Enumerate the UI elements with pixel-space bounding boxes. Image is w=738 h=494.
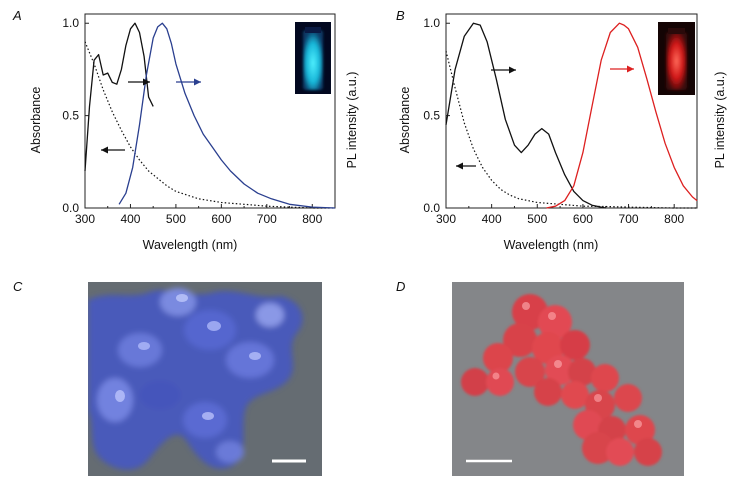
panel-b: B 300 400 500 600 700 800 0.0 0.5 1.0 Wavelengt… <box>396 8 727 252</box>
x-tick-label: 800 <box>664 212 684 226</box>
panel-d-letter: D <box>396 279 405 294</box>
chart-a-xlabel: Wavelength (nm) <box>143 238 238 252</box>
axis-arrowhead <box>143 78 150 86</box>
x-tick-label: 700 <box>619 212 639 226</box>
series-line-absorbance <box>445 22 606 209</box>
axis-arrowhead <box>509 66 516 74</box>
chart-b-ylabel-right: PL intensity (a.u.) <box>713 72 727 169</box>
chart-b-ylabel-left: Absorbance <box>398 87 412 154</box>
axis-arrowhead <box>456 162 463 170</box>
x-tick-label: 800 <box>302 212 322 226</box>
chart-b: 300 400 500 600 700 800 0.0 0.5 1.0 Wavelength … <box>398 13 727 252</box>
panel-c-letter: C <box>13 279 23 294</box>
panel-d: D <box>396 279 684 476</box>
chart-a-x-ticks: 300 400 500 600 700 800 <box>75 204 323 226</box>
plot-frame <box>84 13 336 209</box>
chart-a-y-ticks: 0.0 0.5 1.0 <box>62 16 89 215</box>
y-tick-label: 1.0 <box>62 16 79 30</box>
panel-a-letter: A <box>12 8 22 23</box>
chart-b-y-ticks: 0.0 0.5 1.0 <box>423 16 450 215</box>
plot-frame <box>445 13 698 209</box>
x-tick-label: 700 <box>257 212 277 226</box>
x-tick-label: 500 <box>527 212 547 226</box>
panel-b-letter: B <box>396 8 405 23</box>
x-tick-label: 600 <box>573 212 593 226</box>
cell-cluster-c <box>88 288 303 470</box>
chart-a-marks <box>84 13 336 209</box>
x-tick-label: 400 <box>482 212 502 226</box>
axis-arrowhead <box>627 65 634 73</box>
vial-photo-b <box>658 22 695 95</box>
chart-b-xlabel: Wavelength (nm) <box>504 238 599 252</box>
x-tick-label: 500 <box>166 212 186 226</box>
vial-photo-a <box>295 22 331 94</box>
chart-a-ylabel-left: Absorbance <box>29 87 43 154</box>
chart-a: 300 400 500 600 700 800 0.0 0.5 1.0 Wavelength … <box>29 13 359 252</box>
y-tick-label: 0.5 <box>423 109 440 123</box>
panel-c: C <box>13 279 322 476</box>
panel-a: A 300 400 500 600 700 800 0.0 0.5 1.0 Wavelengt… <box>12 8 359 252</box>
x-tick-label: 300 <box>75 212 95 226</box>
y-tick-label: 1.0 <box>423 16 440 30</box>
series-line-pl-emission <box>546 22 698 209</box>
x-tick-label: 600 <box>211 212 231 226</box>
micrograph-d <box>452 282 684 476</box>
series-line-excitation <box>445 50 697 209</box>
axis-arrowhead <box>194 78 201 86</box>
cell-highlights-d <box>492 302 642 428</box>
series-line-excitation <box>84 41 335 209</box>
axis-arrowhead <box>101 146 108 154</box>
y-tick-label: 0.5 <box>62 109 79 123</box>
micrograph-c <box>88 282 322 476</box>
y-tick-label: 0.0 <box>423 201 440 215</box>
x-tick-label: 300 <box>436 212 456 226</box>
y-tick-label: 0.0 <box>62 201 79 215</box>
cell-cluster-d <box>461 294 662 466</box>
chart-b-marks <box>445 13 698 209</box>
series-line-absorbance <box>84 22 154 172</box>
chart-a-ylabel-right: PL intensity (a.u.) <box>345 72 359 169</box>
x-tick-label: 400 <box>120 212 140 226</box>
cell-highlights-c <box>115 294 261 420</box>
chart-b-x-ticks: 300 400 500 600 700 800 <box>436 204 685 226</box>
series-line-pl-emission <box>118 22 336 209</box>
